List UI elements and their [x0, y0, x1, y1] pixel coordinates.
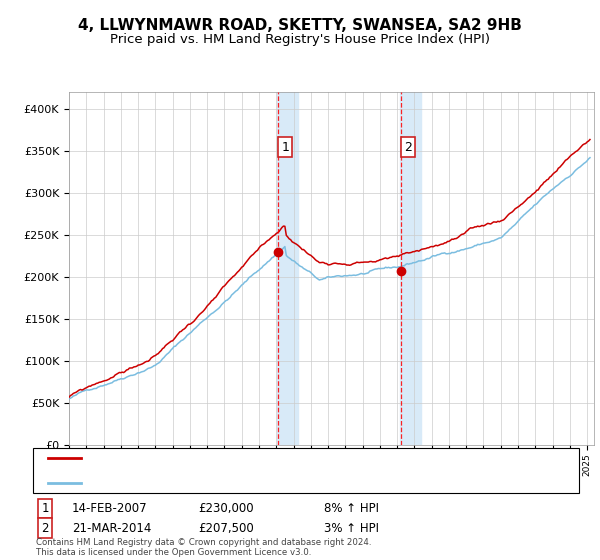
Text: Price paid vs. HM Land Registry's House Price Index (HPI): Price paid vs. HM Land Registry's House …	[110, 32, 490, 46]
Text: HPI: Average price, detached house, Swansea: HPI: Average price, detached house, Swan…	[87, 478, 326, 488]
Text: 3% ↑ HPI: 3% ↑ HPI	[324, 521, 379, 535]
Text: 1: 1	[41, 502, 49, 515]
Text: 2: 2	[41, 521, 49, 535]
Text: 2: 2	[404, 141, 412, 153]
Text: 21-MAR-2014: 21-MAR-2014	[72, 521, 151, 535]
Text: £230,000: £230,000	[198, 502, 254, 515]
Bar	[400, 92, 421, 445]
Text: 4, LLWYNMAWR ROAD, SKETTY, SWANSEA, SA2 9HB: 4, LLWYNMAWR ROAD, SKETTY, SWANSEA, SA2 …	[78, 18, 522, 32]
Text: 4, LLWYNMAWR ROAD, SKETTY, SWANSEA, SA2 9HB (detached house): 4, LLWYNMAWR ROAD, SKETTY, SWANSEA, SA2 …	[87, 452, 451, 463]
Text: 14-FEB-2007: 14-FEB-2007	[72, 502, 148, 515]
Text: Contains HM Land Registry data © Crown copyright and database right 2024.
This d: Contains HM Land Registry data © Crown c…	[36, 538, 371, 557]
Text: 1: 1	[281, 141, 289, 153]
Bar	[277, 92, 298, 445]
Text: 8% ↑ HPI: 8% ↑ HPI	[324, 502, 379, 515]
Text: £207,500: £207,500	[198, 521, 254, 535]
